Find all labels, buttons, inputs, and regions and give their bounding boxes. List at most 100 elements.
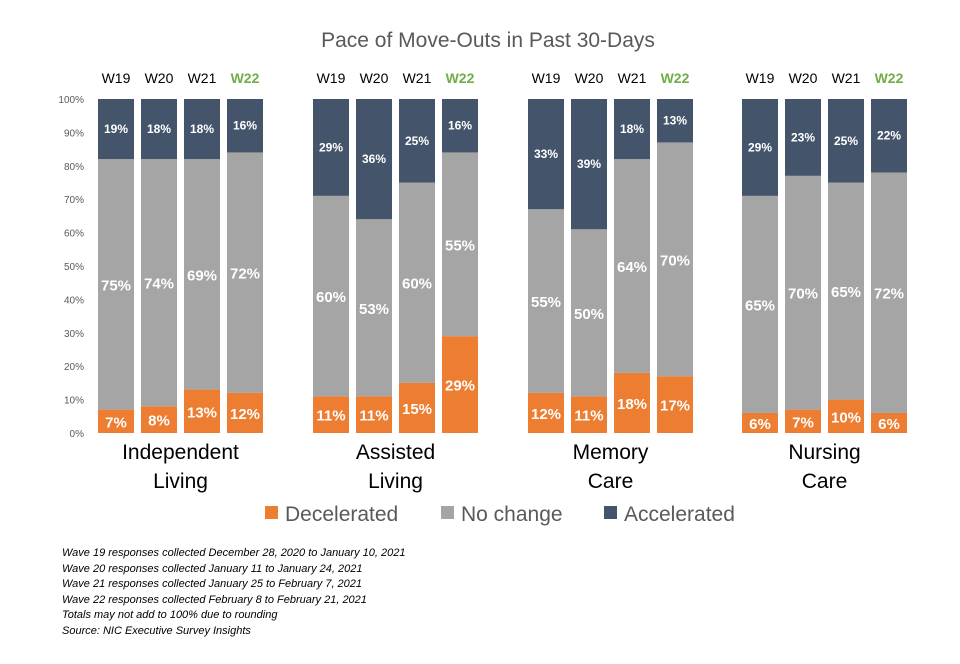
wave-label: W19 bbox=[102, 70, 131, 86]
no-change-segment bbox=[356, 219, 392, 397]
no-change-segment bbox=[871, 172, 907, 413]
bar-group: 11% 60% 29% 11% 53% 36% 15% 60% 25% 29% 55% 16% bbox=[313, 99, 478, 433]
category-label: Care bbox=[588, 470, 634, 493]
no-change-label: 65% bbox=[745, 297, 775, 314]
no-change-label: 60% bbox=[316, 289, 346, 306]
wave-label: W22 bbox=[875, 70, 904, 86]
y-axis: 0% 10% 20% 30% 40% 50% 60% 70% 80% 90% 100% bbox=[58, 95, 84, 440]
decelerated-segment bbox=[828, 399, 864, 433]
accelerated-segment bbox=[785, 99, 821, 176]
category-label: Assisted bbox=[356, 441, 435, 464]
accelerated-segment bbox=[442, 99, 478, 153]
no-change-label: 65% bbox=[831, 284, 861, 301]
no-change-segment bbox=[785, 175, 821, 410]
y-tick-label: 50% bbox=[64, 262, 84, 273]
accelerated-segment bbox=[356, 99, 392, 220]
accelerated-segment bbox=[141, 99, 177, 160]
y-tick-label: 100% bbox=[58, 95, 84, 106]
legend-label: No change bbox=[461, 503, 563, 526]
decelerated-segment bbox=[184, 389, 220, 433]
legend-label: Decelerated bbox=[285, 503, 398, 526]
wave-label: W22 bbox=[446, 70, 475, 86]
no-change-label: 72% bbox=[874, 286, 904, 303]
category-label: Nursing bbox=[788, 441, 860, 464]
accelerated-label: 29% bbox=[319, 140, 343, 154]
no-change-label: 74% bbox=[144, 276, 174, 293]
accelerated-segment bbox=[742, 99, 778, 196]
no-change-label: 75% bbox=[101, 277, 131, 294]
no-change-label: 69% bbox=[187, 267, 217, 284]
decelerated-label: 29% bbox=[445, 378, 475, 395]
wave-label: W20 bbox=[575, 70, 604, 86]
decelerated-label: 7% bbox=[105, 414, 127, 431]
no-change-label: 55% bbox=[531, 294, 561, 311]
wave-label: W21 bbox=[832, 70, 861, 86]
footnote: Wave 20 responses collected January 11 t… bbox=[62, 562, 363, 575]
no-change-segment bbox=[184, 159, 220, 390]
category-label: Living bbox=[153, 470, 208, 493]
accelerated-segment bbox=[614, 99, 650, 160]
accelerated-label: 18% bbox=[620, 122, 644, 136]
bar-group: 12% 55% 33% 11% 50% 39% 18% 64% 18% 17% 70% 13% bbox=[528, 99, 693, 433]
bar-group: 7% 75% 19% 8% 74% 18% 13% 69% 18% 12% 72% 16% bbox=[98, 99, 263, 433]
decelerated-segment bbox=[98, 409, 134, 433]
wave-label: W19 bbox=[746, 70, 775, 86]
accelerated-segment bbox=[313, 99, 349, 196]
wave-label: W22 bbox=[231, 70, 260, 86]
decelerated-segment bbox=[356, 396, 392, 433]
decelerated-segment bbox=[742, 412, 778, 433]
accelerated-label: 36% bbox=[362, 152, 386, 166]
decelerated-label: 13% bbox=[187, 404, 217, 421]
decelerated-label: 7% bbox=[792, 414, 814, 431]
wave-label: W19 bbox=[317, 70, 346, 86]
no-change-label: 50% bbox=[574, 306, 604, 323]
y-tick-label: 90% bbox=[64, 128, 84, 139]
category-labels: Independent Living Assisted Living Memory Car… bbox=[122, 441, 861, 493]
chart-title: Pace of Move-Outs in Past 30-Days bbox=[321, 29, 655, 52]
no-change-label: 70% bbox=[660, 252, 690, 269]
accelerated-segment bbox=[227, 99, 263, 153]
bar-groups: 7% 75% 19% 8% 74% 18% 13% 69% 18% 12% 72% 16% 11% 60%… bbox=[98, 99, 907, 433]
wave-label: W20 bbox=[145, 70, 174, 86]
no-change-segment bbox=[141, 159, 177, 407]
category-label: Living bbox=[368, 470, 423, 493]
decelerated-segment bbox=[227, 392, 263, 433]
accelerated-label: 25% bbox=[405, 134, 429, 148]
footnote: Totals may not add to 100% due to roundi… bbox=[62, 609, 278, 621]
no-change-label: 60% bbox=[402, 276, 432, 293]
accelerated-label: 19% bbox=[104, 122, 128, 136]
legend: Decelerated No change Accelerated bbox=[265, 503, 735, 526]
wave-label: W19 bbox=[532, 70, 561, 86]
accelerated-label: 39% bbox=[577, 157, 601, 171]
legend-item: No change bbox=[441, 503, 563, 526]
footnotes: Wave 19 responses collected December 28,… bbox=[62, 546, 405, 639]
legend-label: Accelerated bbox=[624, 503, 735, 526]
category-label: Independent bbox=[122, 441, 239, 464]
no-change-label: 70% bbox=[788, 286, 818, 303]
accelerated-label: 16% bbox=[233, 119, 257, 133]
wave-label: W21 bbox=[618, 70, 647, 86]
y-tick-label: 40% bbox=[64, 295, 84, 306]
no-change-segment bbox=[657, 142, 693, 377]
y-tick-label: 80% bbox=[64, 162, 84, 173]
footnote: Source: NIC Executive Survey Insights bbox=[62, 624, 251, 637]
accelerated-label: 16% bbox=[448, 119, 472, 133]
decelerated-segment bbox=[313, 396, 349, 433]
accelerated-segment bbox=[399, 99, 435, 183]
footnote: Wave 22 responses collected February 8 t… bbox=[62, 593, 367, 606]
bar-group: 6% 65% 29% 7% 70% 23% 10% 65% 25% 6% 72% 22% bbox=[742, 99, 907, 433]
y-tick-label: 10% bbox=[64, 396, 84, 407]
decelerated-label: 12% bbox=[230, 406, 260, 423]
decelerated-label: 17% bbox=[660, 398, 690, 415]
no-change-segment bbox=[828, 182, 864, 400]
wave-label: W20 bbox=[360, 70, 389, 86]
no-change-segment bbox=[442, 152, 478, 337]
decelerated-label: 11% bbox=[316, 408, 345, 425]
accelerated-label: 33% bbox=[534, 147, 558, 161]
accelerated-label: 25% bbox=[834, 134, 858, 148]
accelerated-segment bbox=[828, 99, 864, 183]
accelerated-segment bbox=[657, 99, 693, 143]
no-change-label: 72% bbox=[230, 266, 260, 283]
decelerated-label: 11% bbox=[574, 408, 603, 425]
legend-swatch bbox=[441, 506, 454, 519]
